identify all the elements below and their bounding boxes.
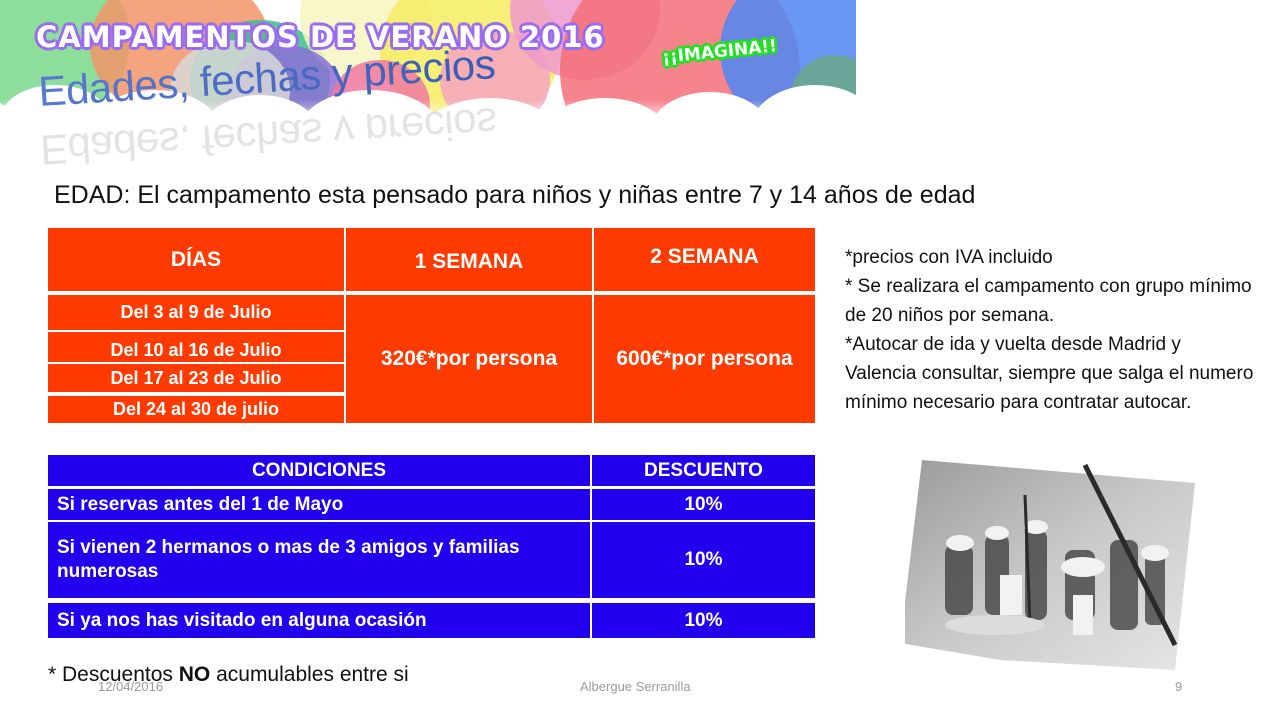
header-condiciones: CONDICIONES: [48, 455, 590, 486]
price-1-week: 320€*por persona: [346, 295, 592, 423]
header-descuento: DESCUENTO: [592, 455, 815, 486]
header-dias: DÍAS: [48, 228, 344, 291]
header-2-semana: 2 SEMANA: [594, 228, 815, 291]
disclaimer-prefix: * Descuentos: [48, 663, 179, 686]
price-2-weeks: 600€*por persona: [594, 295, 815, 423]
discount-disclaimer: * Descuentos NO acumulables entre si: [48, 663, 409, 687]
slide-number: 9: [1175, 679, 1183, 694]
disclaimer-suffix: acumulables entre si: [210, 663, 409, 686]
age-description: EDAD: El campamento esta pensado para ni…: [54, 181, 976, 209]
condition-cell: Si vienen 2 hermanos o mas de 3 amigos y…: [48, 522, 590, 598]
date-row: Del 24 al 30 de julio: [48, 396, 344, 423]
banner-title: CAMPAMENTOS DE VERANO 2016: [36, 20, 605, 54]
header-banner: CAMPAMENTOS DE VERANO 2016 ¡¡IMAGINA!! E…: [0, 0, 856, 175]
header-1-semana: 1 SEMANA: [346, 228, 592, 291]
footer-organization: Albergue Serranilla: [580, 679, 691, 694]
condition-cell: Si reservas antes del 1 de Mayo: [48, 489, 590, 520]
date-row: Del 3 al 9 de Julio: [48, 295, 344, 330]
date-row: Del 17 al 23 de Julio: [48, 364, 344, 392]
photo-icon: [900, 460, 1195, 670]
condition-cell: Si ya nos has visitado en alguna ocasión: [48, 603, 590, 638]
disclaimer-bold: NO: [178, 663, 211, 686]
note-bus: *Autocar de ida y vuelta desde Madrid y …: [845, 334, 1254, 413]
footer-date: 12/04/2016: [98, 679, 164, 694]
note-iva: *precios con IVA incluido: [845, 247, 1053, 268]
campers-sketch-photo: [900, 455, 1195, 670]
note-group-min: * Se realizara el campamento con grupo m…: [845, 276, 1252, 326]
date-row: Del 10 al 16 de Julio: [48, 332, 344, 362]
discount-cell: 10%: [592, 522, 815, 598]
notes-block: *precios con IVA incluido * Se realizara…: [845, 243, 1255, 417]
banner-fade: [0, 100, 856, 175]
discount-cell: 10%: [592, 603, 815, 638]
prices-table: DÍAS 1 SEMANA 2 SEMANA Del 3 al 9 de Jul…: [48, 228, 815, 423]
discount-cell: 10%: [592, 489, 815, 520]
